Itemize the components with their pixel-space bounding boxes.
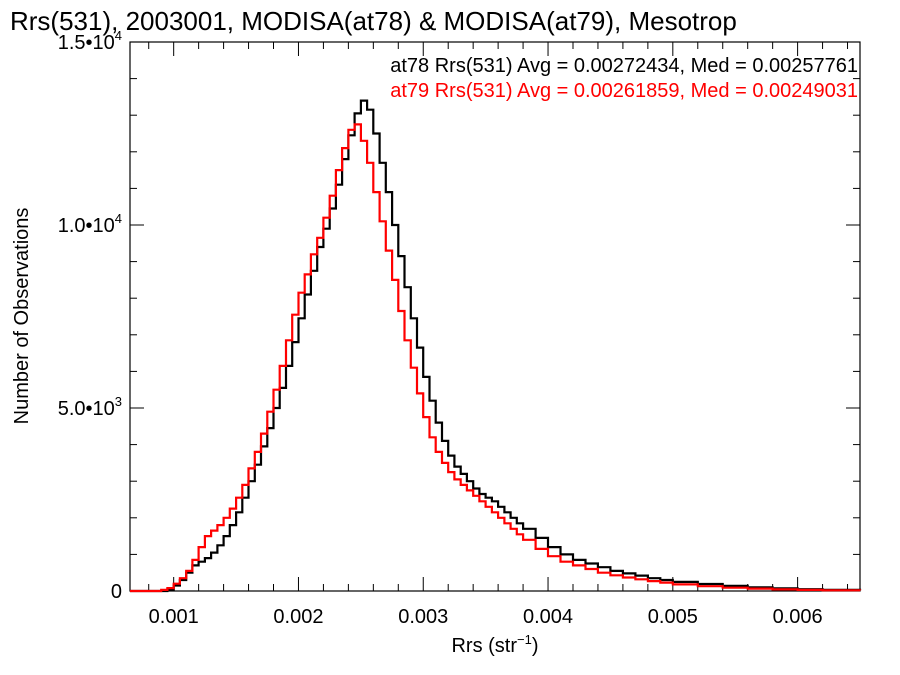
x-tick-label: 0.003 [398,606,448,628]
x-axis-label: Rrs (str−1) [451,632,538,657]
x-tick-label: 0.005 [648,606,698,628]
y-tick-label: 1.5•104 [58,28,122,54]
x-tick-label: 0.004 [523,606,573,628]
y-tick-label: 0 [111,581,122,603]
series-at79-line [130,123,862,593]
y-tick-label: 1.0•104 [58,211,122,237]
x-tick-labels: 0.001 0.002 0.003 0.004 0.005 0.006 [149,606,823,628]
y-axis-ticks [130,41,860,592]
x-tick-label: 0.002 [273,606,323,628]
x-tick-label: 0.006 [773,606,823,628]
x-tick-label: 0.001 [149,606,199,628]
plot-frame [129,41,861,592]
series-at78-line [130,99,862,593]
y-axis-label: Number of Observations [11,208,33,425]
legend-entry-at79: at79 Rrs(531) Avg = 0.00261859, Med = 0.… [390,80,858,102]
chart-title: Rrs(531), 2003001, MODISA(at78) & MODISA… [10,6,737,36]
x-axis-ticks [148,42,849,591]
legend: at78 Rrs(531) Avg = 0.00272434, Med = 0.… [390,55,858,102]
y-tick-labels: 0 5.0•103 1.0•104 1.5•104 [58,28,122,603]
legend-entry-at78: at78 Rrs(531) Avg = 0.00272434, Med = 0.… [390,55,858,77]
series-group [130,99,862,593]
y-tick-label: 5.0•103 [58,394,122,420]
